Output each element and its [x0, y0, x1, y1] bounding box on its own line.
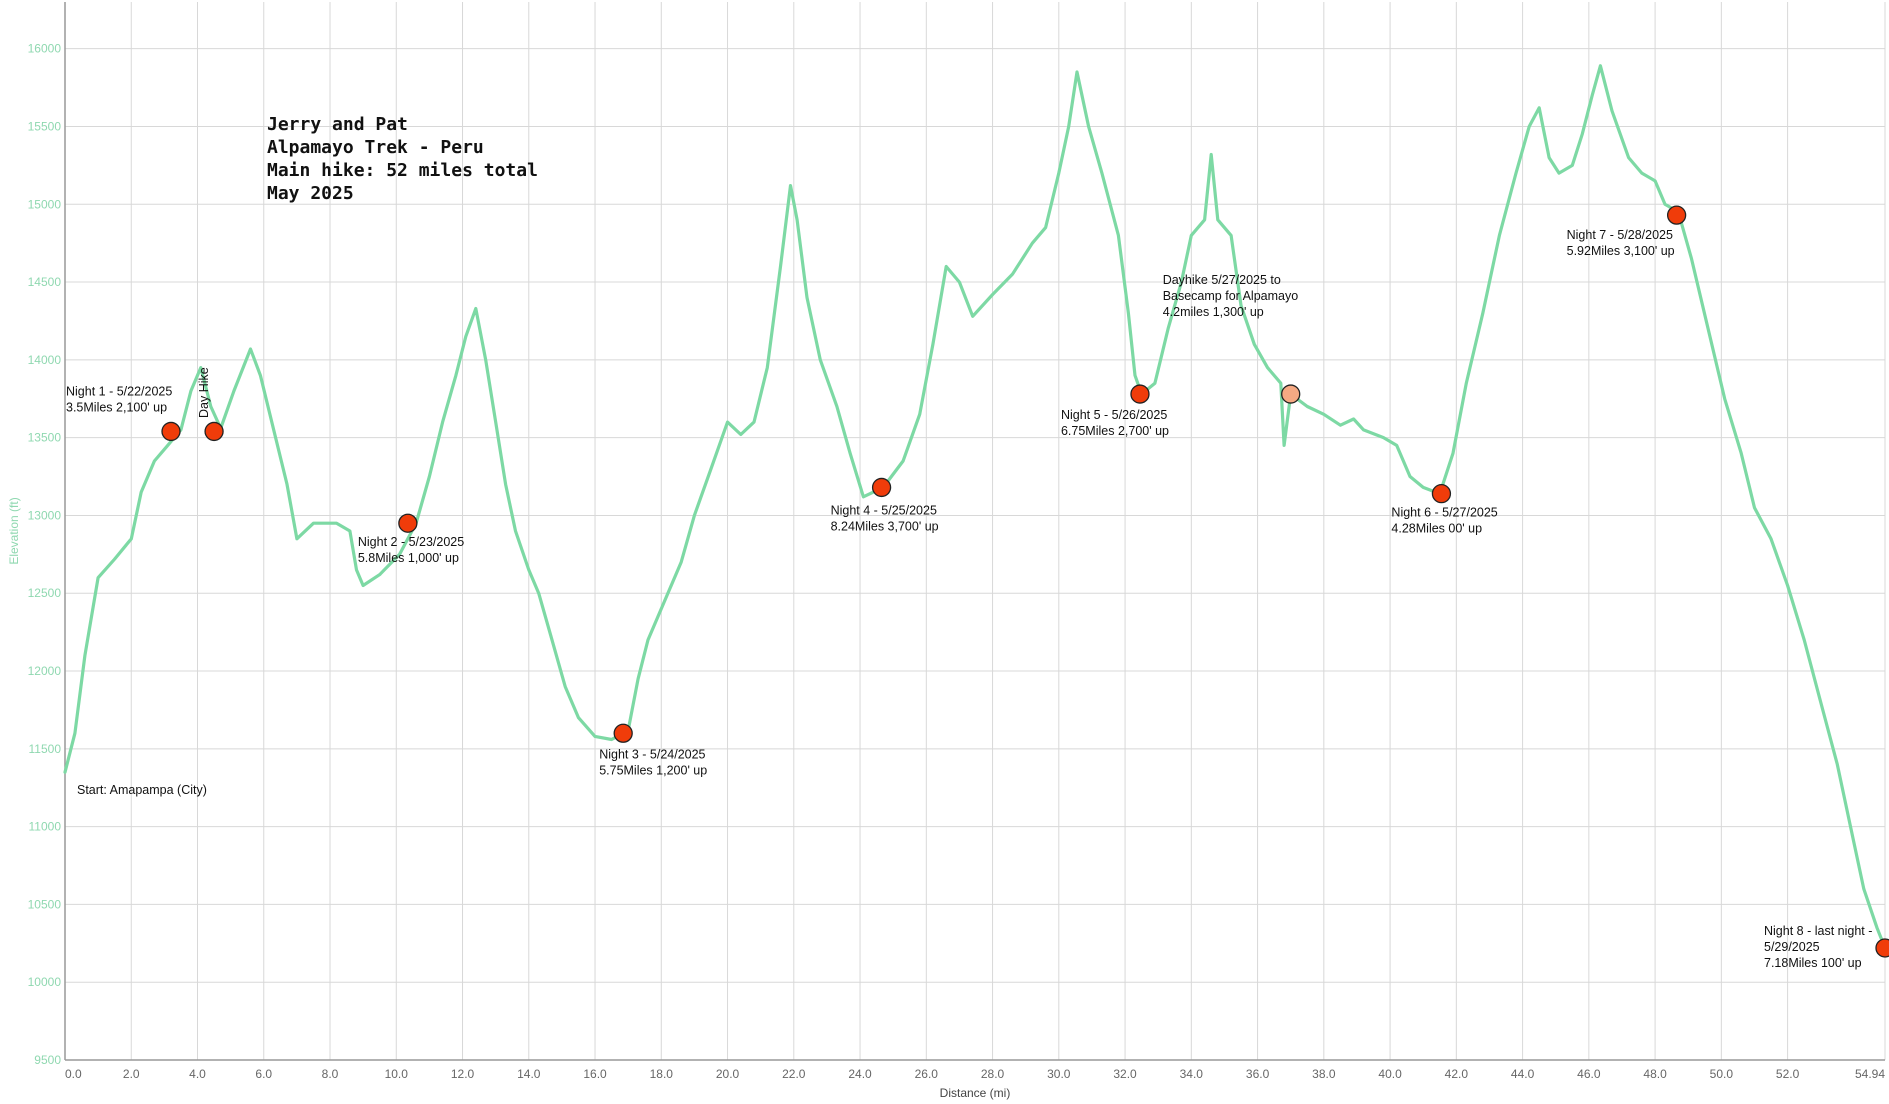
x-tick-label: 40.0 — [1378, 1067, 1402, 1081]
x-tick-label: 0.0 — [65, 1067, 82, 1081]
campsite-marker — [161, 421, 181, 442]
marker-label: 5.8Miles 1,000' up — [358, 551, 459, 565]
y-tick-label: 14500 — [28, 275, 62, 289]
campsite-marker — [613, 723, 633, 743]
marker-label: 5.92Miles 3,100' up — [1567, 244, 1675, 258]
y-tick-label: 13000 — [28, 508, 62, 522]
x-tick-label: 44.0 — [1511, 1067, 1535, 1081]
series-layer — [63, 64, 1887, 950]
elevation-line — [63, 64, 1887, 950]
marker-label: 8.24Miles 3,700' up — [831, 519, 939, 533]
y-tick-label: 15500 — [28, 119, 62, 133]
y-tick-label: 10000 — [28, 975, 62, 989]
x-tick-label: 52.0 — [1776, 1067, 1800, 1081]
x-tick-label: 10.0 — [385, 1067, 409, 1081]
x-tick-label: 2.0 — [123, 1067, 140, 1081]
y-tick-label: 9500 — [34, 1053, 61, 1067]
marker-label: Night 1 - 5/22/2025 — [66, 384, 172, 398]
day-hike-annotation: Day Hike — [197, 367, 211, 418]
x-tick-label: 26.0 — [915, 1067, 939, 1081]
marker-label: Night 3 - 5/24/2025 — [599, 747, 705, 761]
campsite-marker — [1431, 484, 1452, 504]
chart-title-line: Main hike: 52 miles total — [267, 160, 538, 181]
x-tick-label: 18.0 — [650, 1067, 674, 1081]
marker-layer — [161, 205, 1889, 958]
x-tick-label: 16.0 — [583, 1067, 607, 1081]
marker-label: 4.2miles 1,300' up — [1163, 305, 1264, 319]
x-tick-label: 24.0 — [848, 1067, 872, 1081]
y-tick-label: 11500 — [29, 742, 62, 756]
marker-label: 4.28Miles 00' up — [1391, 522, 1482, 536]
x-tick-label: 50.0 — [1710, 1067, 1734, 1081]
marker-label: Night 8 - last night - — [1764, 924, 1872, 938]
chart-title-line: Alpamayo Trek - Peru — [267, 137, 484, 158]
y-tick-label: 10500 — [28, 897, 62, 911]
x-tick-label: 8.0 — [322, 1067, 339, 1081]
y-axis-title: Elevation (ft) — [7, 497, 21, 564]
axis-layer: 0.0 2.0 4.0 6.0 8.0 10.0 12.0 14.0 16.0 18.0 20.0 2… — [7, 2, 1885, 1100]
x-tick-label: 32.0 — [1113, 1067, 1137, 1081]
marker-label: Night 6 - 5/27/2025 — [1391, 506, 1497, 520]
x-tick-label: 46.0 — [1577, 1067, 1601, 1081]
marker-label: Night 7 - 5/28/2025 — [1567, 228, 1673, 242]
x-tick-label: 6.0 — [255, 1067, 272, 1081]
marker-label: 3.5Miles 2,100' up — [66, 400, 167, 414]
marker-label: 6.75Miles 2,700' up — [1061, 424, 1169, 438]
plot-area — [65, 2, 1885, 1060]
x-tick-label: 14.0 — [517, 1067, 541, 1081]
x-tick-label: 28.0 — [981, 1067, 1005, 1081]
marker-label: Dayhike 5/27/2025 to — [1163, 273, 1281, 287]
x-tick-label: 36.0 — [1246, 1067, 1270, 1081]
x-tick-label: 22.0 — [782, 1067, 806, 1081]
marker-label: Basecamp for Alpamayo — [1163, 289, 1299, 303]
campsite-marker — [1130, 384, 1150, 404]
x-tick-label: 30.0 — [1047, 1067, 1071, 1081]
x-tick-label: 42.0 — [1445, 1067, 1469, 1081]
x-tick-label: 38.0 — [1312, 1067, 1336, 1081]
x-tick-label: 54.94 — [1855, 1067, 1885, 1081]
marker-label: 7.18Miles 100' up — [1764, 956, 1862, 970]
y-tick-label: 12000 — [28, 664, 62, 678]
x-tick-label: 34.0 — [1180, 1067, 1204, 1081]
y-tick-label: 12500 — [28, 586, 62, 600]
marker-label: Night 2 - 5/23/2025 — [358, 535, 464, 549]
x-axis-title: Distance (mi) — [940, 1086, 1011, 1100]
campsite-marker — [1875, 938, 1889, 958]
marker-label: Night 5 - 5/26/2025 — [1061, 408, 1167, 422]
campsite-marker — [1281, 384, 1301, 404]
y-tick-label: 16000 — [28, 42, 62, 56]
campsite-marker — [398, 513, 418, 533]
chart-title-line: May 2025 — [267, 183, 354, 204]
campsite-marker — [1666, 205, 1687, 225]
x-tick-label: 20.0 — [716, 1067, 740, 1081]
marker-label: Night 4 - 5/25/2025 — [831, 503, 937, 517]
marker-label: 5.75Miles 1,200' up — [599, 763, 707, 777]
x-tick-label: 4.0 — [189, 1067, 206, 1081]
campsite-marker — [204, 421, 224, 442]
x-tick-label: 48.0 — [1643, 1067, 1667, 1081]
y-tick-label: 15000 — [28, 197, 62, 211]
marker-label: 5/29/2025 — [1764, 940, 1820, 954]
x-tick-label: 12.0 — [451, 1067, 475, 1081]
grid-layer — [64, 2, 1886, 1061]
y-tick-label: 11000 — [29, 820, 62, 834]
campsite-marker — [871, 477, 892, 498]
annotation-layer: Night 1 - 5/22/2025 3.5Miles 2,100' up Nig… — [66, 114, 1872, 970]
chart-title-line: Jerry and Pat — [267, 114, 408, 135]
y-tick-label: 14000 — [28, 353, 62, 367]
start-annotation: Start: Amapampa (City) — [77, 783, 207, 797]
y-tick-label: 13500 — [28, 431, 62, 445]
